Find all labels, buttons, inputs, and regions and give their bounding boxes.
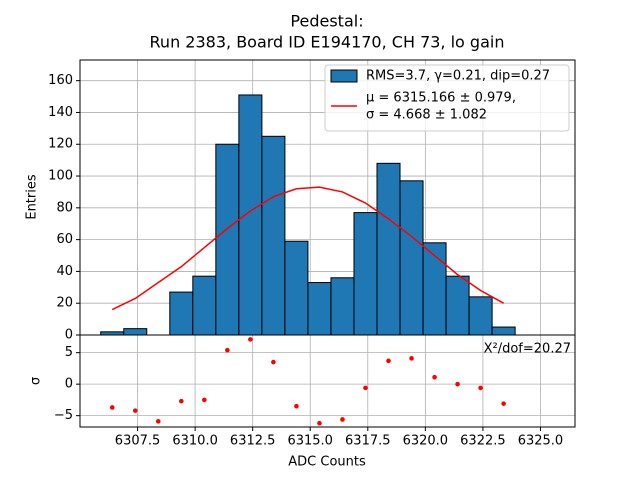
point: [363, 385, 368, 391]
fit-line: [111, 186, 504, 311]
point: [109, 405, 115, 410]
point: [317, 420, 322, 426]
y-tick-label: 160: [48, 73, 73, 88]
bar: [330, 277, 355, 336]
bar: [422, 242, 447, 336]
bar: [169, 291, 194, 336]
x-tick-label: 6317.5: [345, 434, 391, 449]
point: [132, 408, 138, 413]
bar: [215, 143, 240, 336]
bar: [238, 94, 263, 336]
bar: [261, 135, 286, 336]
x-tick-label: 6310.0: [172, 434, 218, 449]
bar: [353, 212, 378, 336]
chart-title: Run 2383, Board ID E194170, CH 73, lo ga…: [150, 33, 505, 52]
legend-label: RMS=3.7, γ=0.21, dip=0.27: [366, 69, 550, 84]
bar: [468, 296, 493, 336]
point: [432, 374, 437, 380]
x-axis-label: ADC Counts: [288, 455, 366, 470]
point: [478, 385, 483, 391]
y-tick-label: 100: [48, 169, 73, 184]
y-tick-label: 60: [56, 232, 73, 247]
axes-frame: [79, 334, 576, 428]
point: [340, 417, 345, 422]
point: [248, 337, 253, 342]
point: [202, 397, 207, 403]
bar: [491, 326, 516, 336]
y-tick-label: 0: [65, 328, 73, 343]
bar: [284, 240, 309, 336]
y-tick-label: 40: [56, 264, 73, 279]
point: [225, 347, 230, 353]
y-tick-label: 5: [65, 345, 73, 360]
chart-title: Pedestal:: [290, 12, 363, 31]
point: [179, 398, 184, 404]
point: [271, 359, 276, 365]
bar: [307, 282, 332, 336]
x-tick-label: 6322.5: [460, 434, 506, 449]
point: [455, 381, 460, 387]
x-tick-label: 6307.5: [115, 434, 161, 449]
y-tick-label: 140: [48, 105, 73, 120]
x-tick-label: 6315.0: [287, 434, 333, 449]
point: [409, 356, 414, 361]
y-tick-label: 0: [65, 377, 73, 392]
bar: [123, 328, 148, 336]
legend-label: σ = 4.668 ± 1.082: [366, 108, 487, 123]
bar: [445, 275, 470, 336]
y-axis-label: σ: [29, 377, 44, 385]
point: [155, 419, 161, 424]
legend-label: μ = 6315.166 ± 0.979,: [366, 91, 516, 106]
y-tick-label: −5: [54, 408, 73, 423]
annotation: X²/dof=20.27: [484, 342, 571, 357]
legend-box: [324, 64, 570, 132]
x-tick-label: 6325.0: [518, 434, 564, 449]
y-axis-label: Entries: [25, 174, 40, 220]
bar: [399, 180, 424, 336]
legend-swatch: [330, 69, 358, 83]
point: [501, 401, 506, 406]
y-tick-label: 80: [56, 200, 73, 215]
plot-area: [80, 335, 575, 427]
x-tick-label: 6312.5: [230, 434, 276, 449]
point: [294, 403, 299, 409]
bar: [192, 275, 217, 336]
x-tick-label: 6320.0: [403, 434, 449, 449]
y-tick-label: 20: [56, 296, 73, 311]
y-tick-label: 120: [48, 137, 73, 152]
bar: [376, 162, 401, 336]
point: [386, 358, 391, 364]
